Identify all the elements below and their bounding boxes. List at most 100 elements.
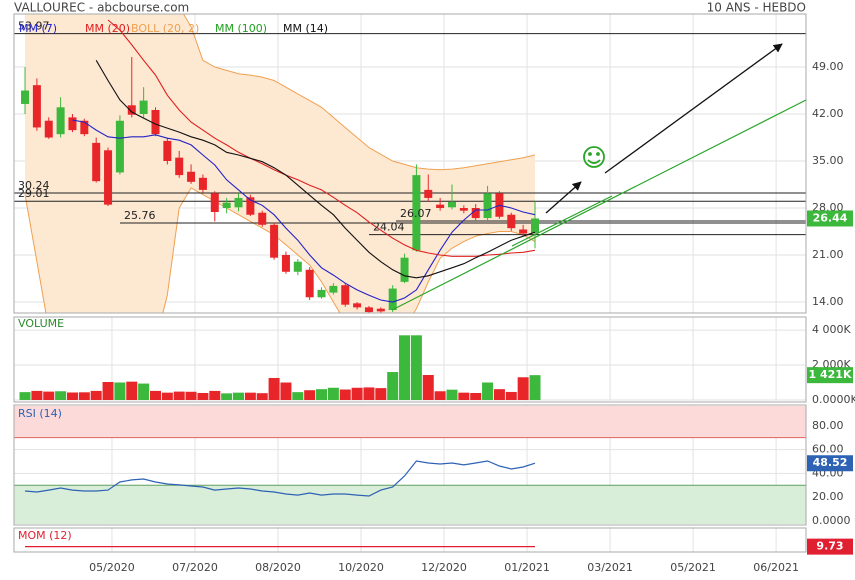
candle-body <box>519 229 528 234</box>
legend-entry: BOLL (20, 2) <box>131 22 199 35</box>
legend-entry: MM (20) <box>85 22 130 35</box>
candle-body <box>56 107 65 135</box>
candle-body <box>459 208 468 211</box>
level-label: 26.07 <box>400 207 432 220</box>
candle-body <box>80 120 89 135</box>
candle-body <box>104 150 113 205</box>
volume-bar <box>55 391 67 400</box>
volume-bar <box>327 387 339 400</box>
candle-body <box>175 157 184 176</box>
volume-bar <box>161 392 173 400</box>
volume-bar <box>126 381 138 400</box>
volume-bar <box>505 391 517 400</box>
last-value-box <box>807 367 853 384</box>
candle-body <box>187 171 196 182</box>
volume-bar <box>363 387 375 400</box>
candle-body <box>364 307 373 313</box>
volume-bar <box>209 390 221 400</box>
volume-bar <box>244 392 256 400</box>
smiley <box>583 146 605 168</box>
volume-bar <box>114 382 126 400</box>
volume-bar <box>256 393 268 400</box>
volume-bar <box>31 390 43 400</box>
candle-body <box>222 202 231 209</box>
volume-bar <box>292 392 304 400</box>
candle-body <box>258 212 267 225</box>
candle-body <box>139 100 148 115</box>
trend-line <box>511 195 613 247</box>
last-value-box <box>807 210 853 227</box>
trend-line <box>391 99 807 311</box>
overlay: 05/2020 07/2020 08/2020 10/2020 12/2020 01/20… <box>18 20 855 574</box>
indicator-line <box>24 460 536 497</box>
chart-subtitle: 10 ANS - HEBDO <box>707 1 806 15</box>
x-tick-label: 05/2020 <box>89 561 135 574</box>
candle-body <box>21 90 30 104</box>
candle-body <box>127 105 136 115</box>
candle-body <box>32 85 41 128</box>
candle-body <box>44 120 53 138</box>
volume-bar <box>529 375 541 400</box>
y-tick-label: 42.00 <box>812 107 844 120</box>
volume-bar <box>280 382 292 400</box>
volume-bar <box>66 392 78 400</box>
legend-entry: MM (100) <box>215 22 267 35</box>
zone <box>14 485 806 524</box>
panel-title: RSI (14) <box>18 407 62 420</box>
volume-bar <box>149 390 161 400</box>
volume-bar <box>197 393 209 400</box>
volume-bar <box>316 389 328 400</box>
panel-title: MOM (12) <box>18 529 72 542</box>
volume-bar <box>102 381 114 400</box>
candle-body <box>436 204 445 209</box>
volume-bar <box>410 335 422 400</box>
chart-title: VALLOUREC - abcbourse.com <box>14 1 189 15</box>
panel-title: VOLUME <box>18 317 64 330</box>
volume-bar <box>233 392 245 400</box>
candle-body <box>471 208 480 219</box>
candle-body <box>293 261 302 272</box>
volume-bar <box>339 389 351 400</box>
last-value-box <box>807 538 853 555</box>
last-value-label: 1 421K <box>809 368 852 381</box>
volume-bar <box>493 389 505 400</box>
candle-body <box>388 288 397 311</box>
y-tick-label: 14.00 <box>812 295 844 308</box>
candle-body <box>115 120 124 173</box>
candle-body <box>424 189 433 198</box>
candle-body <box>507 214 516 229</box>
volume-bar <box>351 387 363 400</box>
candle-body <box>341 285 350 305</box>
candle-body <box>317 289 326 298</box>
y-tick-label: 4 000K <box>812 323 851 336</box>
candle-body <box>376 308 385 312</box>
arrow <box>604 43 783 174</box>
candle-body <box>412 175 421 251</box>
volume-bar <box>268 377 280 400</box>
volume-bar <box>446 389 458 400</box>
legend-entry: MM (14) <box>283 22 328 35</box>
candle-body <box>447 201 456 208</box>
candle-body <box>163 140 172 162</box>
x-tick-label: 10/2020 <box>338 561 384 574</box>
candle-body <box>329 285 338 293</box>
volume-bar <box>173 391 185 400</box>
band-line <box>24 187 536 313</box>
x-tick-label: 07/2020 <box>172 561 218 574</box>
volume-bar <box>221 393 233 400</box>
level-label: 30.24 <box>18 179 50 192</box>
candle-body <box>198 177 207 190</box>
candle-body <box>151 109 160 135</box>
level-label: 25.76 <box>124 209 156 222</box>
price-plot <box>14 14 806 313</box>
volume-bar <box>304 390 316 400</box>
candle-body <box>270 224 279 258</box>
x-tick-label: 05/2021 <box>670 561 716 574</box>
candle-body <box>483 193 492 219</box>
level-label: 29.01 <box>18 187 50 200</box>
rsi-frame <box>13 404 807 526</box>
y-tick-label: 49.00 <box>812 60 844 73</box>
volume-bar <box>434 391 446 400</box>
volume-bar <box>19 392 31 400</box>
